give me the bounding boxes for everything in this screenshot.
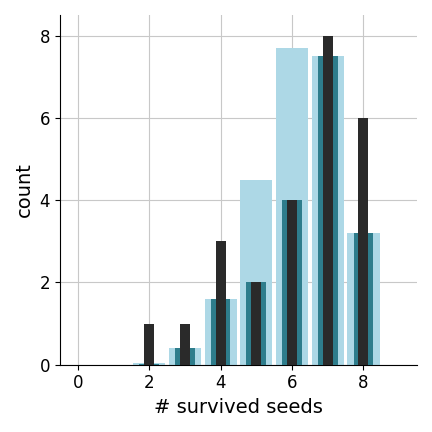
Bar <box>311 56 344 365</box>
Bar <box>204 299 237 365</box>
Bar <box>211 299 230 365</box>
Bar <box>140 364 159 365</box>
Bar <box>251 283 261 365</box>
Bar <box>175 348 195 365</box>
Bar <box>133 363 165 365</box>
X-axis label: # survived seeds: # survived seeds <box>154 398 323 417</box>
Bar <box>347 233 379 365</box>
Bar <box>354 233 373 365</box>
Bar <box>144 324 154 365</box>
Bar <box>240 180 272 365</box>
Bar <box>359 118 368 365</box>
Bar <box>323 35 333 365</box>
Bar <box>216 241 226 365</box>
Bar <box>276 48 308 365</box>
Bar <box>282 200 302 365</box>
Bar <box>318 56 337 365</box>
Bar <box>287 200 297 365</box>
Bar <box>169 348 201 365</box>
Bar <box>247 283 266 365</box>
Y-axis label: count: count <box>15 162 34 217</box>
Bar <box>180 324 190 365</box>
